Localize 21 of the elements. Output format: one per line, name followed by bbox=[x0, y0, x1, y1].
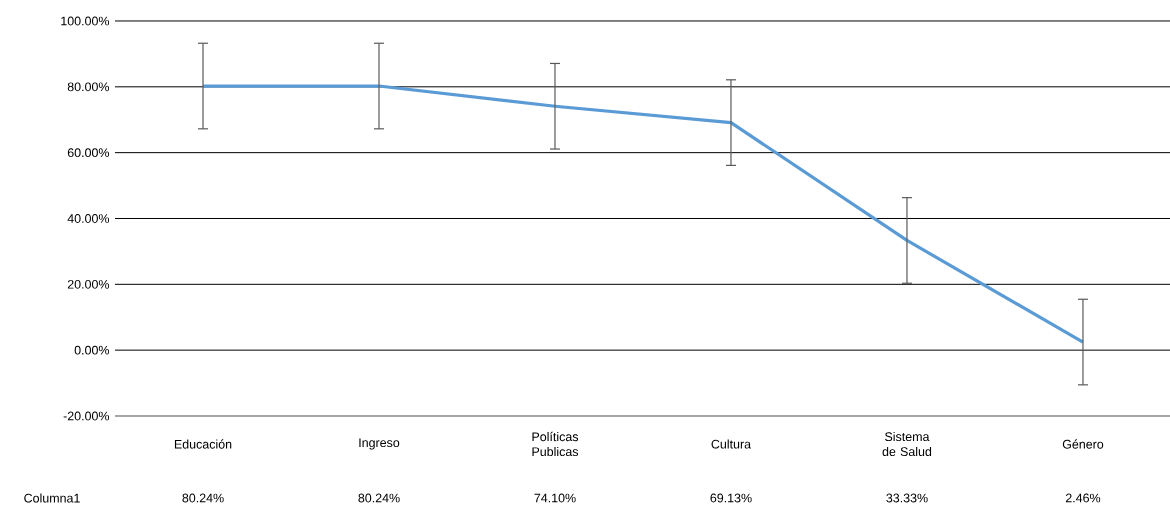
y-tick-label: -20.00% bbox=[63, 411, 110, 421]
data-label: 80.24% bbox=[358, 493, 400, 503]
x-tick-label: Cultura bbox=[711, 439, 752, 449]
data-label: 33.33% bbox=[886, 493, 928, 503]
text: Columna1 bbox=[24, 493, 80, 503]
x-tick-label: Políticas Publicas bbox=[532, 431, 579, 457]
data-label: 69.13% bbox=[710, 493, 752, 503]
y-tick-label: 60.00% bbox=[67, 148, 110, 158]
x-tick-label: Sistema de Salud bbox=[882, 431, 932, 457]
data-label: 2.46% bbox=[1065, 493, 1101, 503]
data-label: 80.24% bbox=[182, 493, 224, 503]
line-series bbox=[201, 84, 1085, 344]
x-tick-label: Educación bbox=[174, 439, 232, 449]
y-tick-label: 100.00% bbox=[61, 16, 110, 26]
y-tick-label: 20.00% bbox=[67, 279, 110, 289]
x-tick-label: Ingreso bbox=[359, 438, 400, 450]
data-label: 74.10% bbox=[534, 493, 576, 503]
x-tick-label: Género bbox=[1062, 439, 1104, 449]
y-tick-label: 0.00% bbox=[74, 345, 110, 355]
y-tick-label: 40.00% bbox=[67, 214, 110, 223]
y-tick-label: 80.00% bbox=[67, 82, 110, 92]
